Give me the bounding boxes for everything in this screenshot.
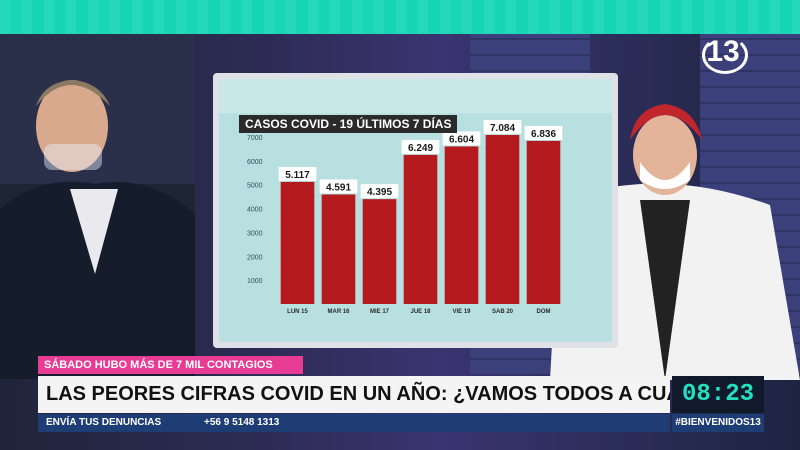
value-label-box bbox=[442, 131, 481, 146]
bar-0 bbox=[280, 181, 315, 304]
channel-logo: 13 bbox=[700, 34, 748, 74]
value-label: 5.117 bbox=[285, 170, 310, 181]
x-tick-label: MAR 16 bbox=[327, 309, 350, 315]
value-label: 7.084 bbox=[490, 123, 515, 134]
value-label-box bbox=[483, 119, 522, 134]
bar-5 bbox=[485, 134, 520, 304]
covid-cases-bar-chart: 1000 2000 3000 4000 5000 6000 7000 5.117 LUN 15 4… bbox=[247, 119, 563, 315]
x-tick-label: SAB 20 bbox=[492, 309, 514, 315]
studio-monitor: 1000 2000 3000 4000 5000 6000 7000 5.117 LUN 15 4… bbox=[213, 73, 618, 348]
logo-ring-icon bbox=[702, 36, 748, 74]
hashtag: #BIENVENIDOS13 bbox=[672, 414, 764, 432]
value-label: 4.591 bbox=[326, 182, 351, 193]
bar-2 bbox=[362, 199, 397, 304]
value-label-box bbox=[278, 166, 317, 181]
headline-text: LAS PEORES CIFRAS COVID EN UN AÑO: ¿VAMO… bbox=[38, 376, 670, 413]
value-label: 4.395 bbox=[367, 187, 392, 198]
value-label-box bbox=[360, 184, 399, 199]
chart-title: CASOS COVID - 19 ÚLTIMOS 7 DÍAS bbox=[239, 115, 458, 133]
value-label: 6.836 bbox=[531, 129, 556, 140]
presenter-left bbox=[0, 34, 195, 379]
monitor-screen: 1000 2000 3000 4000 5000 6000 7000 5.117 LUN 15 4… bbox=[219, 79, 612, 342]
broadcast-clock: 08:23 bbox=[672, 376, 764, 413]
value-label-box bbox=[319, 179, 358, 194]
screen-header-strip bbox=[219, 79, 612, 113]
bar-6 bbox=[526, 140, 561, 304]
headline-tag: SÁBADO HUBO MÁS DE 7 MIL CONTAGIOS bbox=[38, 356, 303, 374]
bar-4 bbox=[444, 146, 479, 304]
value-label: 6.604 bbox=[449, 134, 474, 145]
top-accent-bar bbox=[0, 0, 800, 34]
ticker-bar: ENVÍA TUS DENUNCIAS +56 9 5148 1313 bbox=[38, 414, 670, 432]
value-label: 6.249 bbox=[408, 143, 433, 154]
ticker-label: ENVÍA TUS DENUNCIAS bbox=[46, 417, 162, 428]
y-tick-label: 1000 bbox=[247, 278, 263, 285]
y-tick-label: 4000 bbox=[247, 207, 263, 214]
x-tick-label: LUN 15 bbox=[287, 309, 308, 315]
x-tick-label: DOM bbox=[537, 309, 551, 315]
y-tick-label: 3000 bbox=[247, 230, 263, 237]
x-tick-label: MIE 17 bbox=[370, 309, 390, 315]
y-tick-label: 7000 bbox=[247, 135, 263, 142]
value-label-box bbox=[401, 139, 440, 154]
y-tick-label: 2000 bbox=[247, 254, 263, 261]
x-tick-label: VIE 19 bbox=[452, 309, 471, 315]
value-label-box bbox=[524, 125, 563, 140]
bar-3 bbox=[403, 154, 438, 304]
y-tick-label: 6000 bbox=[247, 159, 263, 166]
bar-1 bbox=[321, 194, 356, 304]
ticker-phone: +56 9 5148 1313 bbox=[203, 417, 280, 428]
x-tick-label: JUE 18 bbox=[410, 309, 431, 315]
y-tick-label: 5000 bbox=[247, 183, 263, 190]
